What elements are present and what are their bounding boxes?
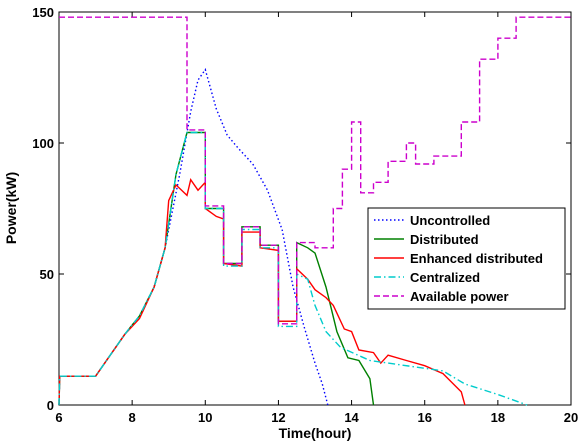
x-tick-label: 12 [271, 410, 285, 425]
legend-label: Distributed [410, 232, 479, 247]
y-tick-label: 0 [47, 398, 54, 413]
legend-label: Available power [410, 289, 509, 304]
y-axis-title: Power(kW) [3, 172, 19, 244]
legend-label: Centralized [410, 270, 480, 285]
y-tick-label: 50 [40, 267, 54, 282]
series-line-available-power [59, 16, 571, 325]
x-tick-label: 18 [491, 410, 505, 425]
x-tick-label: 8 [129, 410, 136, 425]
y-axis: 0 50 100 150 [32, 5, 571, 413]
y-tick-label: 100 [32, 136, 54, 151]
legend: Uncontrolled Distributed Enhanced distribu… [367, 207, 566, 310]
y-tick-label: 150 [32, 5, 54, 20]
series-layer [58, 16, 571, 406]
legend-label: Uncontrolled [410, 213, 490, 228]
x-tick-label: 20 [564, 410, 578, 425]
x-tick-label: 14 [344, 410, 359, 425]
legend-label: Enhanced distributed [410, 251, 543, 266]
x-tick-label: 16 [417, 410, 431, 425]
x-axis: 6 8 10 12 14 16 18 20 [55, 12, 578, 425]
x-axis-title: Time(hour) [279, 425, 352, 441]
x-tick-label: 10 [198, 410, 212, 425]
x-tick-label: 6 [55, 410, 62, 425]
